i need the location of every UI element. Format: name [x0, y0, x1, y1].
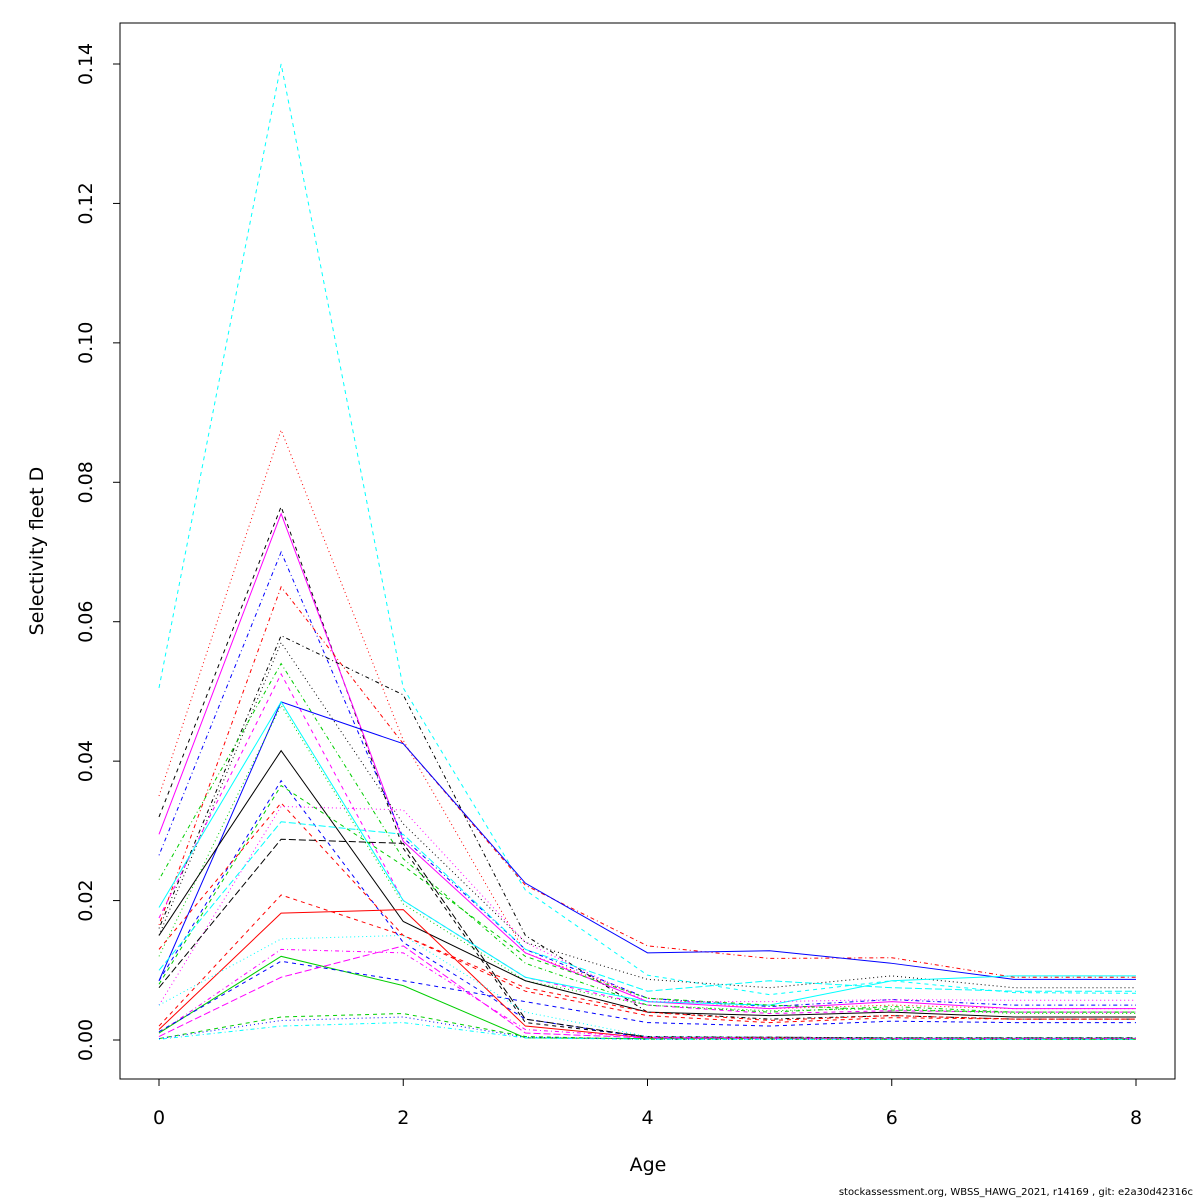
y-tick-label: 0.14	[75, 43, 97, 85]
x-axis: 0 2 4 6 8	[153, 1078, 1142, 1129]
series-line-26	[158, 960, 1136, 1033]
series-line-1	[158, 63, 1137, 996]
series-line-29	[158, 1016, 1136, 1040]
series-line-14	[158, 749, 1136, 1018]
y-tick-label: 0.10	[75, 322, 97, 364]
series-line-8	[158, 641, 1136, 989]
x-tick-label: 4	[641, 1107, 653, 1129]
plot-frame	[119, 22, 1176, 1080]
series-line-4	[158, 512, 1136, 1010]
x-tick-label: 8	[1130, 1107, 1142, 1129]
series-lines	[158, 63, 1137, 1040]
y-tick-label: 0.02	[75, 879, 97, 921]
y-tick-label: 0.12	[75, 182, 97, 224]
series-line-5	[158, 550, 1136, 1008]
series-line-30	[158, 1022, 1136, 1040]
series-line-19	[158, 821, 1136, 992]
x-tick-label: 6	[886, 1107, 898, 1129]
series-line-28	[158, 1013, 1136, 1040]
series-line-27	[158, 945, 1136, 1040]
series-line-20	[158, 838, 1136, 1039]
series-line-15	[158, 779, 1136, 1040]
series-line-6	[158, 585, 1136, 978]
x-axis-label: Age	[630, 1154, 667, 1176]
y-axis: 0.00 0.02 0.04 0.06 0.08 0.10 0.12 0.14	[75, 43, 121, 1061]
series-line-7	[158, 634, 1136, 1020]
series-line-21	[158, 894, 1136, 1027]
x-tick-label: 2	[397, 1107, 409, 1129]
series-line-12	[158, 700, 1136, 1006]
series-line-16	[158, 784, 1136, 1013]
y-tick-label: 0.04	[75, 740, 97, 782]
y-axis-label: Selectivity fleet D	[26, 467, 48, 636]
x-tick-label: 0	[153, 1107, 165, 1129]
y-tick-label: 0.00	[75, 1019, 97, 1061]
series-line-13	[158, 704, 1136, 1015]
series-line-22	[158, 909, 1136, 1040]
y-tick-label: 0.08	[75, 461, 97, 503]
series-line-2	[158, 428, 1136, 1010]
y-tick-label: 0.06	[75, 601, 97, 643]
series-line-3	[158, 505, 1136, 1039]
series-line-18	[158, 805, 1136, 1006]
series-line-11	[158, 701, 1136, 981]
series-line-9	[158, 662, 1136, 1013]
series-line-17	[158, 802, 1136, 1021]
footer-credit: stockassessment.org, WBSS_HAWG_2021, r14…	[838, 1187, 1193, 1198]
series-line-24	[158, 948, 1136, 1040]
series-line-25	[158, 955, 1136, 1040]
